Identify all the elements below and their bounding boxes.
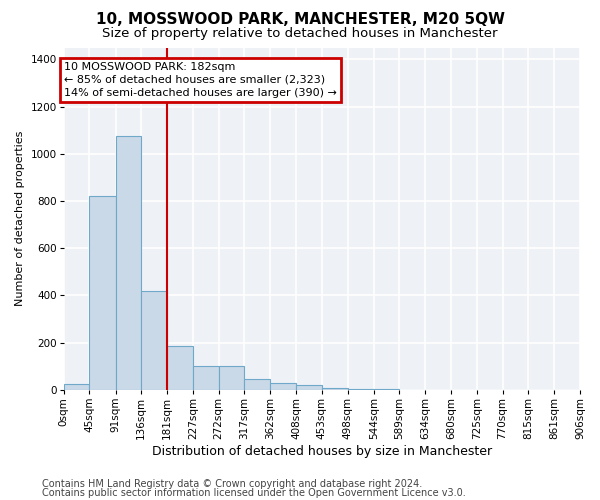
Bar bbox=[64, 384, 89, 390]
Bar bbox=[141, 290, 167, 390]
Text: Contains public sector information licensed under the Open Government Licence v3: Contains public sector information licen… bbox=[42, 488, 466, 498]
Bar bbox=[89, 196, 116, 390]
Text: 10, MOSSWOOD PARK, MANCHESTER, M20 5QW: 10, MOSSWOOD PARK, MANCHESTER, M20 5QW bbox=[95, 12, 505, 28]
Bar bbox=[116, 136, 141, 390]
Y-axis label: Number of detached properties: Number of detached properties bbox=[15, 131, 25, 306]
Text: Size of property relative to detached houses in Manchester: Size of property relative to detached ho… bbox=[102, 28, 498, 40]
Bar bbox=[193, 366, 219, 390]
Bar bbox=[270, 383, 296, 390]
Text: 10 MOSSWOOD PARK: 182sqm
← 85% of detached houses are smaller (2,323)
14% of sem: 10 MOSSWOOD PARK: 182sqm ← 85% of detach… bbox=[64, 62, 337, 98]
X-axis label: Distribution of detached houses by size in Manchester: Distribution of detached houses by size … bbox=[152, 444, 492, 458]
Bar bbox=[322, 388, 347, 390]
Bar bbox=[244, 378, 270, 390]
Text: Contains HM Land Registry data © Crown copyright and database right 2024.: Contains HM Land Registry data © Crown c… bbox=[42, 479, 422, 489]
Bar bbox=[219, 366, 244, 390]
Bar bbox=[167, 346, 193, 390]
Bar bbox=[296, 385, 322, 390]
